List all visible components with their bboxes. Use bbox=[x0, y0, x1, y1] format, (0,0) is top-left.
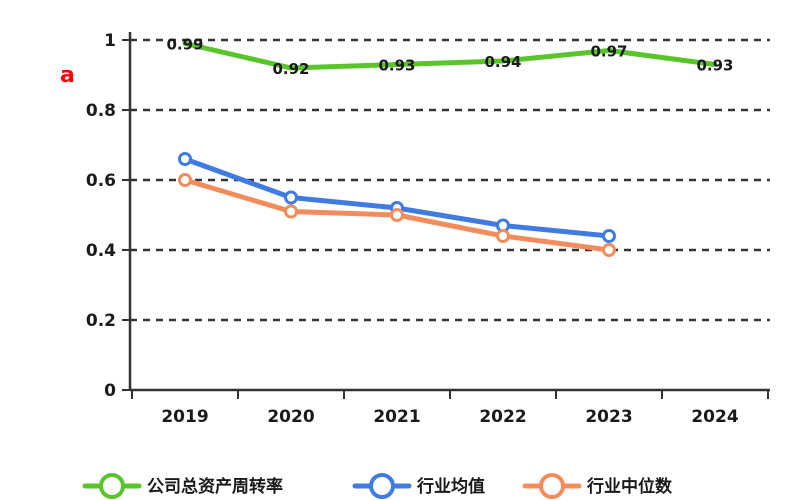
data-point bbox=[602, 243, 616, 257]
legend-item: 公司总资产周转率 bbox=[82, 473, 283, 499]
legend-item: 行业均值 bbox=[352, 473, 485, 499]
y-tick-label: 0.8 bbox=[86, 101, 116, 121]
legend-swatch-marker bbox=[99, 473, 125, 499]
data-point bbox=[496, 229, 510, 243]
data-labels: 0.99 0.92 0.93 0.94 0.97 0.93 bbox=[166, 36, 733, 79]
grid bbox=[130, 38, 770, 322]
x-tick-label: 2019 bbox=[161, 407, 208, 427]
x-tick-label: 2020 bbox=[267, 407, 314, 427]
series-3 bbox=[178, 173, 616, 257]
legend-swatch-marker bbox=[369, 473, 395, 499]
y-tick-label: 1 bbox=[104, 31, 116, 51]
legend-label: 公司总资产周转率 bbox=[147, 476, 283, 497]
legend-label: 行业均值 bbox=[416, 476, 485, 497]
series-1 bbox=[182, 41, 718, 71]
legend: 公司总资产周转率 行业均值 行业中位数 bbox=[82, 473, 673, 499]
data-point bbox=[178, 152, 192, 166]
legend-item: 行业中位数 bbox=[522, 473, 673, 499]
data-label: 0.93 bbox=[378, 57, 415, 75]
data-point bbox=[284, 190, 298, 205]
data-label: 0.93 bbox=[696, 57, 733, 75]
x-tick-label: 2021 bbox=[373, 407, 420, 427]
data-point bbox=[602, 229, 616, 243]
y-axis-unit-mark: a bbox=[60, 63, 75, 88]
data-point bbox=[178, 173, 192, 187]
x-tick-label: 2024 bbox=[691, 407, 738, 427]
data-point bbox=[284, 204, 298, 219]
y-tick-label: 0.6 bbox=[86, 171, 116, 191]
series-line bbox=[182, 41, 718, 71]
legend-label: 行业中位数 bbox=[586, 476, 673, 497]
x-tick-label: 2023 bbox=[585, 407, 632, 427]
y-tick-label: 0.4 bbox=[86, 241, 116, 261]
data-label: 0.99 bbox=[166, 36, 203, 54]
data-label: 0.94 bbox=[484, 53, 521, 71]
legend-swatch-marker bbox=[539, 473, 565, 499]
x-tick-label: 2022 bbox=[479, 407, 526, 427]
y-tick-label: 0 bbox=[104, 381, 116, 401]
data-point bbox=[390, 208, 404, 222]
data-label: 0.97 bbox=[590, 43, 627, 61]
series-lines bbox=[178, 41, 718, 257]
y-tick-label: 0.2 bbox=[86, 311, 116, 331]
axes: 0 0.2 0.4 0.6 0.8 1 2019 2020 2021 2022 2023 2024 bbox=[86, 31, 770, 427]
data-label: 0.92 bbox=[272, 60, 309, 78]
